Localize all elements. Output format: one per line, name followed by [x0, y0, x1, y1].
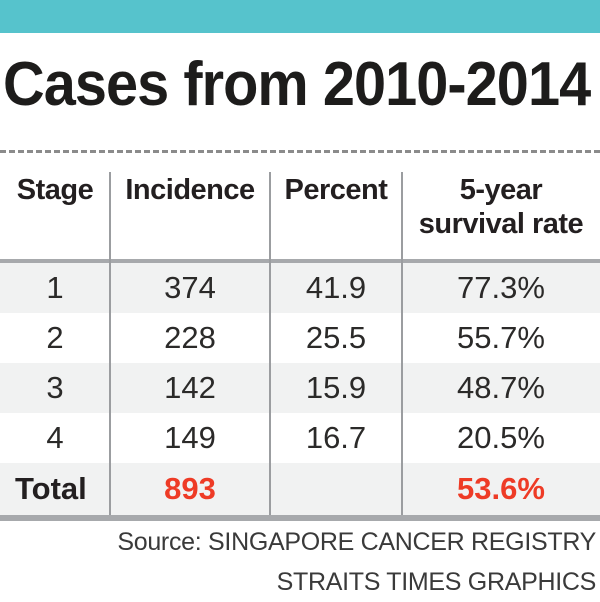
column-header-survival-line2: survival rate — [418, 208, 584, 240]
cell-stage: 1 — [46, 270, 64, 305]
column-divider-3 — [401, 172, 403, 515]
cell-stage: 2 — [46, 320, 64, 355]
column-header-percent: Percent — [284, 174, 388, 206]
cell-percent: 25.5 — [305, 320, 367, 355]
cell-stage: 3 — [46, 370, 64, 405]
total-survival: 53.6% — [457, 471, 545, 506]
accent-top-bar — [0, 0, 600, 33]
column-header-survival-line1: 5-year — [459, 174, 543, 206]
table-row: 4 149 16.7 20.5% — [0, 413, 600, 463]
cell-incidence: 149 — [164, 420, 216, 455]
total-incidence: 893 — [164, 471, 216, 506]
table-bottom-rule — [0, 515, 600, 521]
table-body: 1 374 41.9 77.3% 2 228 25.5 55.7% 3 142 … — [0, 263, 600, 515]
cell-incidence: 142 — [164, 370, 216, 405]
header-bottom-rule — [0, 259, 600, 263]
cell-incidence: 374 — [164, 270, 216, 305]
cell-percent: 41.9 — [305, 270, 367, 305]
table-total-row: Total 893 53.6% — [0, 463, 600, 515]
cell-survival: 20.5% — [457, 420, 545, 455]
cell-percent: 15.9 — [305, 370, 367, 405]
column-header-incidence: Incidence — [125, 174, 255, 206]
cell-incidence: 228 — [164, 320, 216, 355]
column-divider-1 — [109, 172, 111, 515]
source-line-2: STRAITS TIMES GRAPHICS — [276, 568, 597, 596]
table-header-row: Stage Incidence Percent 5-year survival … — [0, 153, 600, 259]
column-header-stage: Stage — [16, 174, 94, 206]
page-title: Cases from 2010-2014 — [3, 50, 591, 119]
table-row: 3 142 15.9 48.7% — [0, 363, 600, 413]
cell-survival: 55.7% — [457, 320, 545, 355]
column-divider-2 — [269, 172, 271, 515]
cell-stage: 4 — [46, 420, 64, 455]
source-credit: Source: SINGAPORE CANCER REGISTRY STRAIT… — [117, 522, 596, 602]
cell-survival: 48.7% — [457, 370, 545, 405]
table-row: 1 374 41.9 77.3% — [0, 263, 600, 313]
source-line-1: Source: SINGAPORE CANCER REGISTRY — [117, 528, 596, 556]
cell-percent: 16.7 — [305, 420, 367, 455]
dashed-separator — [0, 150, 600, 153]
column-header-survival-rate: 5-year survival rate — [402, 153, 600, 259]
cell-survival: 77.3% — [457, 270, 545, 305]
total-label: Total — [15, 471, 87, 506]
table-row: 2 228 25.5 55.7% — [0, 313, 600, 363]
